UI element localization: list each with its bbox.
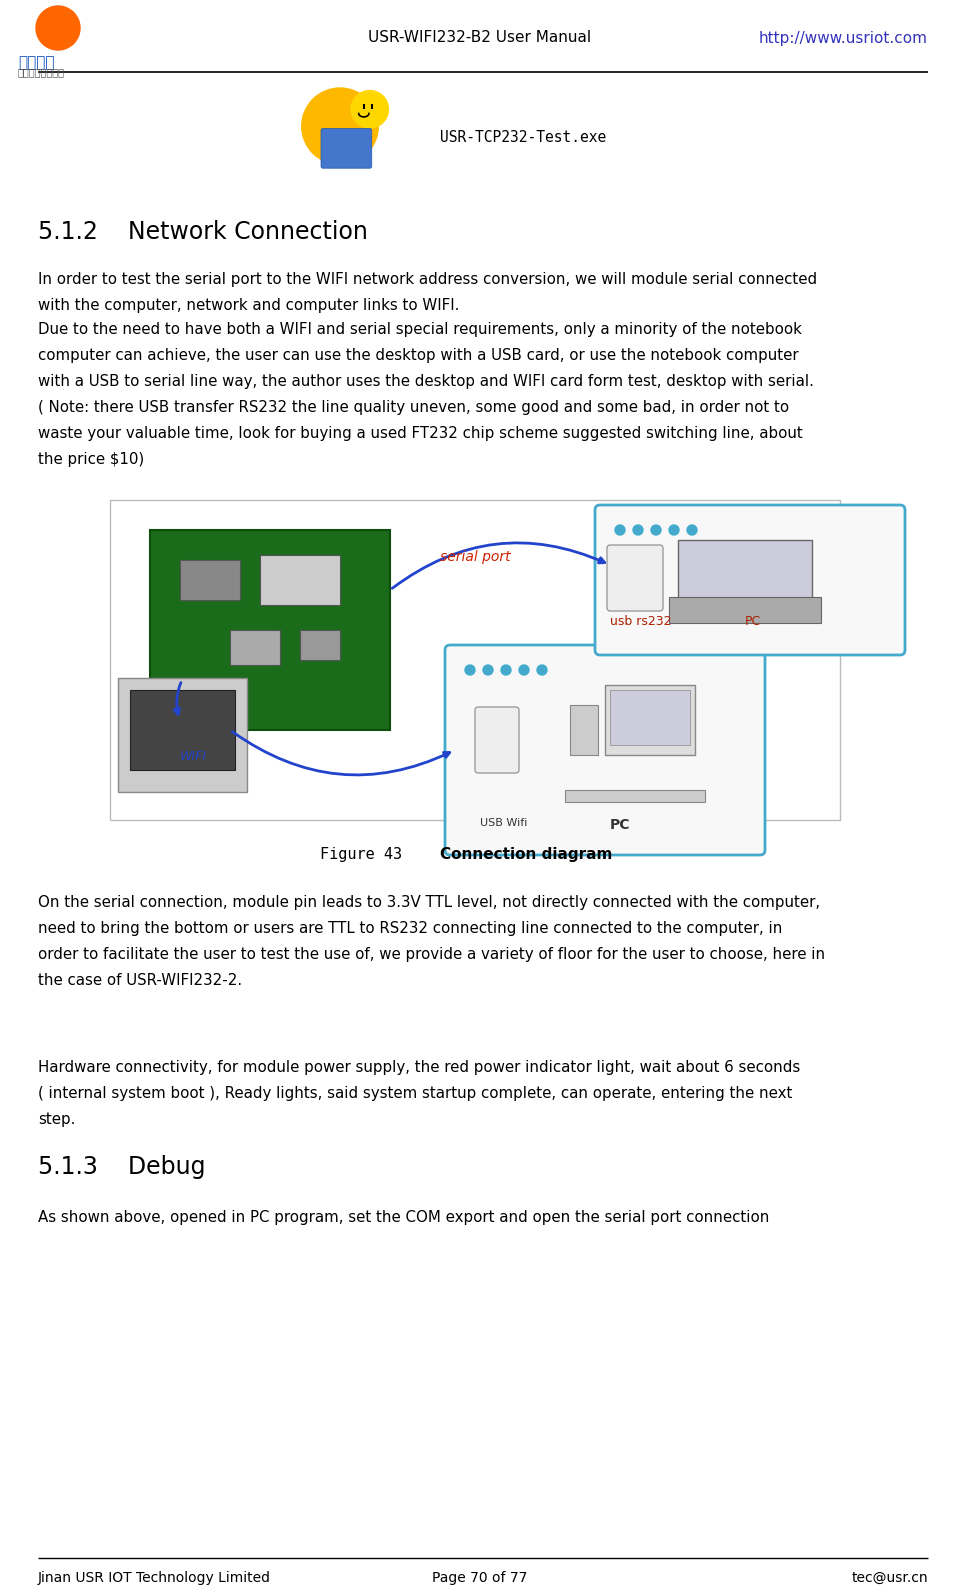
FancyBboxPatch shape — [595, 505, 905, 655]
Circle shape — [669, 526, 679, 535]
Circle shape — [301, 88, 378, 164]
Circle shape — [519, 664, 529, 675]
Text: PC: PC — [610, 817, 631, 832]
Text: the price $10): the price $10) — [38, 452, 144, 467]
Bar — [300, 629, 340, 660]
FancyBboxPatch shape — [475, 707, 519, 773]
FancyBboxPatch shape — [678, 540, 812, 601]
Bar — [180, 561, 240, 601]
Circle shape — [501, 664, 511, 675]
FancyBboxPatch shape — [669, 597, 821, 623]
Text: Figure 43: Figure 43 — [320, 847, 402, 862]
FancyBboxPatch shape — [118, 679, 247, 792]
Text: tec@usr.cn: tec@usr.cn — [852, 1571, 928, 1585]
Text: WIFI: WIFI — [180, 750, 207, 763]
Text: Jinan USR IOT Technology Limited: Jinan USR IOT Technology Limited — [38, 1571, 271, 1585]
Circle shape — [483, 664, 493, 675]
Text: with a USB to serial line way, the author uses the desktop and WIFI card form te: with a USB to serial line way, the autho… — [38, 374, 814, 389]
Text: PC: PC — [745, 615, 761, 628]
Text: Page 70 of 77: Page 70 of 77 — [432, 1571, 528, 1585]
Text: 5.1.3    Debug: 5.1.3 Debug — [38, 1155, 205, 1179]
Text: As shown above, opened in PC program, set the COM export and open the serial por: As shown above, opened in PC program, se… — [38, 1211, 769, 1225]
Text: order to facilitate the user to test the use of, we provide a variety of floor f: order to facilitate the user to test the… — [38, 946, 826, 962]
Text: the case of USR-WIFI232-2.: the case of USR-WIFI232-2. — [38, 973, 242, 988]
FancyBboxPatch shape — [321, 129, 372, 169]
Text: ( Note: there USB transfer RS232 the line quality uneven, some good and some bad: ( Note: there USB transfer RS232 the lin… — [38, 400, 789, 416]
Bar — [565, 790, 705, 801]
Text: need to bring the bottom or users are TTL to RS232 connecting line connected to : need to bring the bottom or users are TT… — [38, 921, 782, 937]
Text: with the computer, network and computer links to WIFI.: with the computer, network and computer … — [38, 298, 460, 312]
Text: On the serial connection, module pin leads to 3.3V TTL level, not directly conne: On the serial connection, module pin lea… — [38, 895, 820, 910]
Text: usb rs232: usb rs232 — [610, 615, 671, 628]
Circle shape — [36, 6, 80, 49]
Circle shape — [687, 526, 697, 535]
Text: 5.1.2    Network Connection: 5.1.2 Network Connection — [38, 220, 368, 244]
Text: serial port: serial port — [440, 550, 511, 564]
Circle shape — [465, 664, 475, 675]
Text: USR-WIFI232-B2 User Manual: USR-WIFI232-B2 User Manual — [369, 30, 591, 46]
Bar — [110, 500, 840, 820]
FancyBboxPatch shape — [445, 645, 765, 855]
Text: In order to test the serial port to the WIFI network address conversion, we will: In order to test the serial port to the … — [38, 272, 817, 287]
Text: USB Wifi: USB Wifi — [480, 817, 527, 828]
Bar — [605, 685, 695, 755]
Bar — [570, 706, 598, 755]
Text: USR-TCP232-Test.exe: USR-TCP232-Test.exe — [440, 131, 607, 145]
Circle shape — [651, 526, 661, 535]
Text: computer can achieve, the user can use the desktop with a USB card, or use the n: computer can achieve, the user can use t… — [38, 347, 799, 363]
Text: step.: step. — [38, 1112, 76, 1126]
Text: http://www.usriot.com: http://www.usriot.com — [759, 30, 928, 46]
Bar — [230, 629, 280, 664]
Circle shape — [351, 91, 389, 127]
Bar — [260, 554, 340, 605]
Circle shape — [537, 664, 547, 675]
Circle shape — [615, 526, 625, 535]
Text: Connection diagram: Connection diagram — [440, 847, 612, 862]
Text: 有人在认真做事！: 有人在认真做事！ — [18, 67, 65, 76]
Text: Due to the need to have both a WIFI and serial special requirements, only a mino: Due to the need to have both a WIFI and … — [38, 322, 802, 338]
Bar — [130, 690, 235, 769]
FancyBboxPatch shape — [150, 530, 390, 730]
Text: 有人科技: 有人科技 — [18, 56, 55, 70]
Bar — [610, 690, 690, 746]
Text: Hardware connectivity, for module power supply, the red power indicator light, w: Hardware connectivity, for module power … — [38, 1059, 801, 1075]
Text: ( internal system boot ), Ready lights, said system startup complete, can operat: ( internal system boot ), Ready lights, … — [38, 1086, 792, 1101]
Circle shape — [633, 526, 643, 535]
FancyBboxPatch shape — [607, 545, 663, 612]
Text: waste your valuable time, look for buying a used FT232 chip scheme suggested swi: waste your valuable time, look for buyin… — [38, 425, 803, 441]
